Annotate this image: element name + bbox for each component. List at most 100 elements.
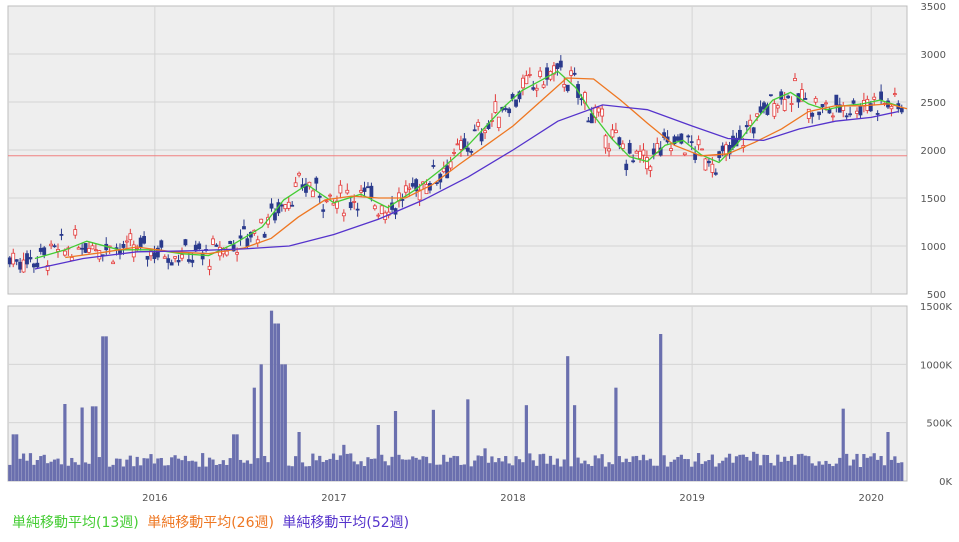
volume-bar xyxy=(356,464,360,481)
volume-bar xyxy=(824,460,828,481)
volume-bar xyxy=(342,444,346,481)
volume-bar xyxy=(128,455,132,481)
candle-body xyxy=(314,177,319,184)
candle-body xyxy=(545,67,549,80)
candle-body xyxy=(483,130,487,134)
candle-body xyxy=(73,229,78,236)
candle-body xyxy=(317,195,322,198)
candle-body xyxy=(817,111,822,116)
candle-body xyxy=(586,120,591,123)
volume-bar xyxy=(541,453,546,481)
volume-bar xyxy=(528,453,532,481)
candle-body xyxy=(844,115,849,118)
volume-bar xyxy=(263,455,267,481)
candle-body xyxy=(335,200,339,209)
volume-bar xyxy=(221,460,225,481)
volume-bar xyxy=(769,462,773,481)
volume-bar xyxy=(311,453,315,481)
volume-bar xyxy=(104,336,108,481)
candle-body xyxy=(813,97,818,103)
volume-bar xyxy=(717,463,721,481)
candle-body xyxy=(596,107,601,113)
candle-body xyxy=(696,139,701,146)
volume-bar xyxy=(545,463,549,481)
price-tick-label: 500 xyxy=(927,290,946,301)
price-tick-label: 1000 xyxy=(921,242,946,253)
volume-bar xyxy=(707,460,711,481)
candle-body xyxy=(782,99,787,111)
candle-body xyxy=(562,84,567,88)
candle-body xyxy=(682,152,687,156)
volume-bar xyxy=(214,464,219,481)
volume-bar xyxy=(659,334,663,481)
candle-body xyxy=(372,205,377,210)
volume-bar xyxy=(752,451,756,481)
volume-bar xyxy=(755,453,759,481)
candle-body xyxy=(720,145,725,152)
volume-bar xyxy=(390,456,394,481)
volume-bar xyxy=(80,407,84,481)
volume-bar xyxy=(524,405,528,481)
volume-bar xyxy=(8,464,12,481)
candle-body xyxy=(531,87,536,90)
volume-bar xyxy=(132,466,136,481)
volume-bar xyxy=(535,465,539,481)
volume-bar xyxy=(566,356,570,481)
volume-bar xyxy=(631,456,635,481)
volume-bar xyxy=(163,465,167,481)
volume-bar xyxy=(362,466,367,481)
volume-bar xyxy=(679,454,683,481)
candle-body xyxy=(97,250,102,260)
volume-bar xyxy=(517,459,522,481)
candle-body xyxy=(162,256,167,259)
volume-bar xyxy=(232,434,236,481)
volume-bar xyxy=(118,458,122,481)
candle-body xyxy=(476,121,481,127)
volume-bar xyxy=(380,454,384,481)
candle-body xyxy=(830,115,835,118)
candle-body xyxy=(21,259,26,273)
candle-body xyxy=(124,240,129,243)
volume-bar xyxy=(121,466,126,481)
volume-bar xyxy=(201,453,205,481)
candle-body xyxy=(441,167,446,173)
candle-body xyxy=(872,96,877,100)
candle-body xyxy=(410,183,415,187)
volume-bar xyxy=(173,455,177,481)
volume-bar xyxy=(159,458,163,481)
candle-body xyxy=(45,265,50,271)
ma-line-2 xyxy=(34,104,899,270)
candle-body xyxy=(541,84,546,88)
volume-bar xyxy=(142,458,146,481)
volume-bar xyxy=(796,454,801,481)
volume-bar xyxy=(256,458,260,481)
candle-body xyxy=(348,202,353,209)
volume-bar xyxy=(827,463,832,481)
candle-body xyxy=(689,141,694,144)
candle-body xyxy=(417,189,422,201)
candle-body xyxy=(834,94,839,106)
candle-body xyxy=(214,244,219,247)
candle-body xyxy=(321,209,326,212)
volume-bar xyxy=(810,463,814,481)
volume-tick-label: 1500K xyxy=(920,302,952,313)
candle-body xyxy=(848,113,853,116)
x-tick-label: 2016 xyxy=(142,493,167,504)
volume-bar xyxy=(879,456,883,481)
candle-body xyxy=(324,200,329,203)
volume-bar xyxy=(170,457,174,481)
volume-bar xyxy=(641,454,646,481)
volume-bar xyxy=(207,457,212,481)
candle-body xyxy=(810,112,815,117)
volume-bar xyxy=(276,323,281,481)
volume-bar xyxy=(400,459,404,481)
volume-bar xyxy=(889,459,894,481)
candle-body xyxy=(128,233,133,241)
volume-bar xyxy=(851,459,856,481)
candle-body xyxy=(731,135,735,148)
volume-bar xyxy=(156,458,160,481)
candle-body xyxy=(338,184,343,194)
volume-bar xyxy=(511,465,515,481)
candle-body xyxy=(183,239,188,246)
volume-bar xyxy=(590,465,594,481)
